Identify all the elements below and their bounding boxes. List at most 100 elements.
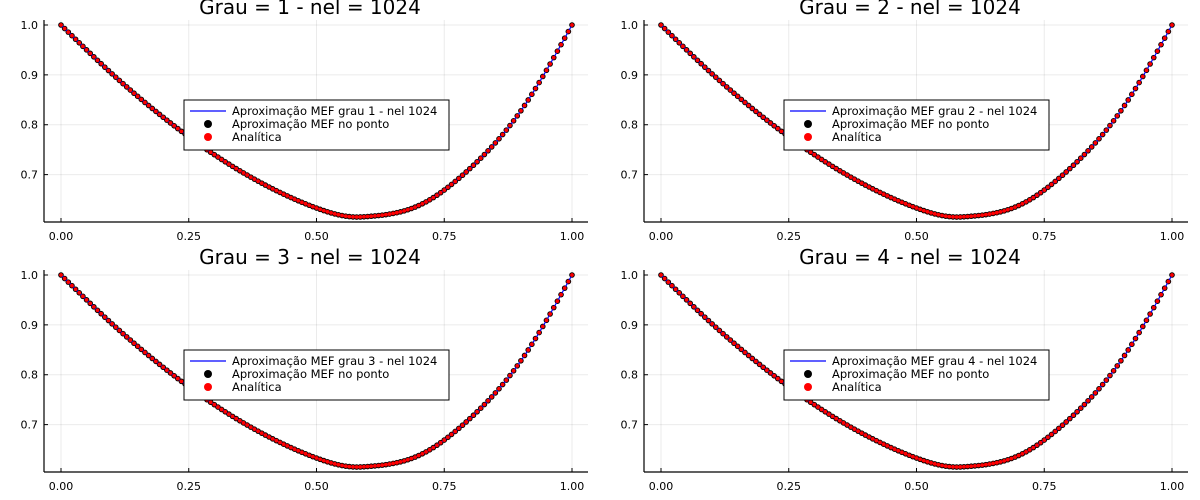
data-point <box>1170 273 1174 277</box>
data-point <box>907 453 912 458</box>
data-point <box>234 416 239 421</box>
data-point <box>289 195 293 200</box>
data-point <box>1144 68 1149 73</box>
data-point <box>544 318 549 323</box>
data-point <box>1166 279 1171 284</box>
legend-point-marker <box>204 383 212 391</box>
legend-label: Aproximação MEF grau 4 - nel 1024 <box>832 354 1037 368</box>
data-point <box>110 71 114 76</box>
data-point <box>757 112 762 117</box>
data-point <box>252 177 257 182</box>
y-tick-label: 0.9 <box>21 69 39 82</box>
data-point <box>845 173 850 177</box>
data-point <box>354 215 359 219</box>
series-analitica <box>59 273 574 469</box>
data-point <box>706 68 711 73</box>
data-point <box>702 315 707 320</box>
legend-label: Aproximação MEF grau 2 - nel 1024 <box>832 104 1037 118</box>
data-point <box>1020 451 1025 456</box>
data-point <box>150 356 155 361</box>
data-point <box>413 205 417 210</box>
data-point <box>504 378 509 383</box>
data-point <box>416 203 421 208</box>
x-tick-label: 0.75 <box>1032 480 1057 493</box>
data-point <box>885 444 890 448</box>
data-point <box>1097 386 1101 391</box>
data-point <box>1137 330 1142 335</box>
data-point <box>962 464 966 469</box>
data-point <box>106 68 111 73</box>
data-point <box>1159 292 1163 297</box>
data-point <box>940 463 944 468</box>
data-point <box>816 155 820 159</box>
subplot-1: Grau = 1 - nel = 1024 0.00 0.25 0.50 0.75 1.0… <box>21 0 588 243</box>
data-point <box>157 112 162 117</box>
data-point <box>537 80 542 85</box>
data-point <box>121 331 125 336</box>
legend-label: Analítica <box>232 380 282 394</box>
data-point <box>1119 108 1123 113</box>
legend-box <box>783 349 1050 401</box>
data-point <box>398 209 403 214</box>
chart-title: Grau = 3 - nel = 1024 <box>199 245 421 269</box>
data-point <box>673 37 678 42</box>
data-point <box>1126 348 1131 352</box>
data-point <box>431 445 436 450</box>
data-point <box>168 121 173 125</box>
data-point <box>179 379 184 384</box>
data-point <box>500 132 505 137</box>
data-point <box>1009 456 1014 461</box>
data-point <box>102 315 107 320</box>
data-point <box>157 362 162 367</box>
data-point <box>267 185 271 189</box>
data-point <box>132 91 136 96</box>
data-point <box>713 325 718 330</box>
data-point <box>248 175 253 180</box>
data-point <box>1148 62 1152 66</box>
data-point <box>929 210 933 215</box>
data-point <box>548 312 552 316</box>
data-point <box>1035 443 1039 448</box>
data-point <box>1129 92 1134 97</box>
data-point <box>1144 318 1149 323</box>
data-point <box>456 426 461 431</box>
data-point <box>300 200 304 205</box>
data-point <box>969 214 974 219</box>
data-point <box>402 208 406 213</box>
data-point <box>764 368 769 373</box>
data-point <box>863 433 868 437</box>
data-point <box>471 413 476 418</box>
data-point <box>77 290 82 295</box>
data-point <box>958 215 963 219</box>
data-point <box>325 459 330 464</box>
data-point <box>973 464 977 468</box>
data-point <box>954 465 959 469</box>
data-point <box>245 173 250 177</box>
data-point <box>735 344 740 349</box>
data-point <box>566 29 571 34</box>
data-point <box>497 386 501 391</box>
data-point <box>1046 435 1050 440</box>
data-point <box>340 213 344 218</box>
data-point <box>1060 423 1065 428</box>
data-point <box>227 162 231 166</box>
data-point <box>537 330 542 335</box>
data-point <box>77 40 82 45</box>
data-point <box>878 190 882 195</box>
data-point <box>728 88 733 92</box>
data-point <box>519 108 523 113</box>
data-point <box>830 414 835 419</box>
data-point <box>856 179 860 184</box>
data-point <box>936 212 941 217</box>
data-point <box>259 181 264 186</box>
data-point <box>540 324 545 329</box>
data-point <box>281 442 286 447</box>
legend-point-marker <box>204 370 212 378</box>
data-point <box>161 365 166 370</box>
data-point <box>467 166 472 171</box>
data-point <box>522 353 527 358</box>
y-tick-label: 0.8 <box>621 369 639 382</box>
data-point <box>146 353 151 358</box>
data-point <box>73 287 78 292</box>
data-point <box>435 443 439 448</box>
